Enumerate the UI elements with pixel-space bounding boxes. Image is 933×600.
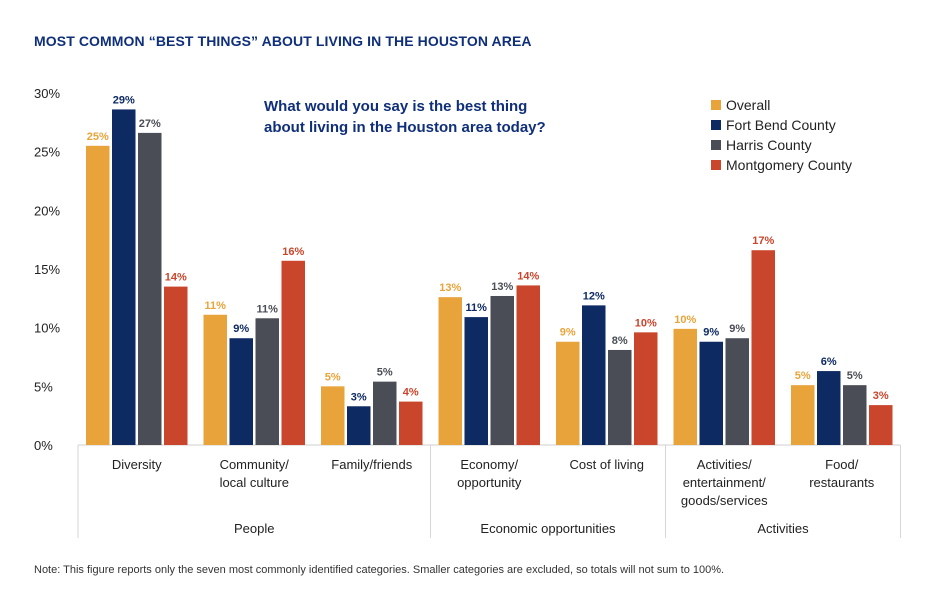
data-label: 8% [612,335,628,347]
bar [203,314,227,445]
data-label: 9% [233,323,249,335]
bar [138,132,162,446]
data-label: 29% [113,94,135,106]
bar [438,297,462,445]
y-tick-label: 30% [34,86,60,101]
legend-label-fort-bend: Fort Bend County [726,117,836,133]
survey-question-line-1: What would you say is the best thing [264,98,528,115]
bar [164,286,188,445]
legend-label-overall: Overall [726,97,771,113]
data-label: 3% [351,391,367,403]
bar [490,295,514,445]
y-tick-label: 10% [34,321,60,336]
data-label: 27% [139,118,161,130]
y-tick-label: 5% [34,379,53,394]
bar [516,285,540,445]
data-label: 11% [205,300,227,312]
category-label: local culture [220,475,289,490]
group-label: Activities [757,521,809,536]
bar [556,341,580,445]
category-label: Diversity [112,457,162,472]
category-label: Cost of living [570,457,644,472]
bar [86,145,110,446]
category-label: Activities/ [697,457,752,472]
legend-item-montgomery: Montgomery County [711,155,852,175]
bar [817,371,841,445]
legend-swatch-fort-bend [711,120,721,130]
category-label: restaurants [809,475,875,490]
legend-swatch-montgomery [711,160,721,170]
bar [255,318,279,445]
legend-label-harris: Harris County [726,137,812,153]
y-tick-label: 15% [34,262,60,277]
bar [229,338,253,445]
category-label: opportunity [457,475,522,490]
data-label: 17% [752,235,774,247]
bar [608,349,632,445]
bar [582,305,606,445]
legend-item-overall: Overall [711,95,852,115]
category-label: Economy/ [460,457,518,472]
data-label: 25% [87,131,109,143]
bar [751,250,775,445]
category-label: Family/friends [331,457,412,472]
legend-swatch-harris [711,140,721,150]
data-label: 10% [674,314,696,326]
data-label: 12% [583,290,605,302]
chart-title: MOST COMMON “BEST THINGS” ABOUT LIVING I… [34,33,532,49]
data-label: 5% [377,367,393,379]
data-label: 11% [257,303,279,315]
group-label: People [234,521,274,536]
data-label: 9% [703,327,719,339]
y-tick-label: 25% [34,145,60,160]
bar [373,381,397,445]
category-label: Community/ [220,457,290,472]
legend-item-fort-bend: Fort Bend County [711,115,852,135]
data-label: 14% [517,270,539,282]
bar [281,260,305,445]
data-label: 11% [466,302,488,314]
data-label: 13% [439,282,461,294]
data-label: 3% [873,390,889,402]
data-label: 9% [560,327,576,339]
category-label: entertainment/ [683,475,766,490]
bar [464,317,488,445]
category-label: goods/services [681,493,768,508]
legend-item-harris: Harris County [711,135,852,155]
bar [725,338,749,445]
legend: Overall Fort Bend County Harris County M… [711,95,852,175]
bar [699,341,723,445]
bar [112,109,136,445]
survey-question-line-2: about living in the Houston area today? [264,119,546,136]
bar [399,401,423,445]
y-tick-label: 0% [34,438,53,453]
bar [321,386,345,445]
data-label: 14% [165,272,187,284]
bar [673,328,697,445]
data-label: 9% [729,323,745,335]
legend-label-montgomery: Montgomery County [726,157,853,173]
data-label: 10% [635,317,657,329]
bar [347,406,371,445]
bar [791,385,815,445]
legend-swatch-overall [711,100,721,110]
data-label: 16% [282,246,304,258]
data-label: 4% [403,387,419,399]
data-label: 5% [325,371,341,383]
y-tick-label: 20% [34,203,60,218]
footnote: Note: This figure reports only the seven… [34,564,725,576]
bar [634,332,658,445]
bar [843,385,867,445]
data-label: 5% [847,370,863,382]
data-label: 6% [821,356,837,368]
category-label: Food/ [825,457,859,472]
group-label: Economic opportunities [480,521,616,536]
survey-question: What would you say is the best thing abo… [264,96,594,138]
data-label: 13% [491,281,513,293]
data-label: 5% [795,370,811,382]
bar [869,405,893,445]
